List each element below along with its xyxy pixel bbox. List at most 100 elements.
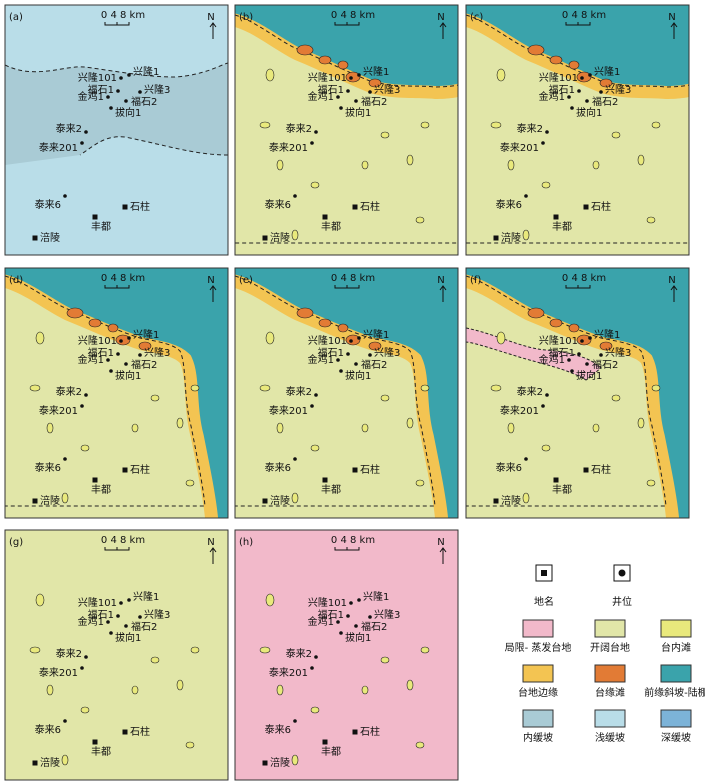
panel-map: [5, 530, 228, 780]
place-label: 兴隆101: [539, 334, 578, 347]
scale-label: 0 4 8 km: [562, 10, 606, 21]
well: [354, 624, 358, 628]
place-label: 金鸡1: [78, 90, 104, 103]
panel-map: [5, 268, 228, 518]
well: [314, 655, 318, 659]
legend-well: [618, 569, 626, 577]
place-label: 兴隆3: [374, 608, 400, 621]
shoal: [259, 646, 271, 654]
facies-boundary: [5, 62, 228, 156]
legend-swatch: [522, 709, 554, 728]
shoal: [259, 384, 271, 392]
legend-swatch: [660, 619, 692, 638]
well: [368, 615, 372, 619]
town: [352, 729, 358, 735]
place-label: 兴隆101: [308, 71, 347, 84]
place-label: 泰来201: [39, 404, 78, 417]
well: [80, 666, 84, 670]
north-arrow: [209, 285, 217, 302]
well: [84, 393, 88, 397]
town: [322, 214, 328, 220]
place-label: 拔向1: [345, 631, 371, 644]
panel-border: [4, 267, 229, 519]
place-label: 兴隆3: [144, 83, 170, 96]
legend-label: 开阔台地: [590, 641, 630, 654]
panel-label: (c): [470, 12, 483, 23]
shoal: [380, 131, 390, 139]
town: [262, 235, 268, 241]
shoal: [507, 422, 515, 434]
shoal: [337, 60, 349, 70]
legend-swatch: [522, 619, 554, 638]
shoal: [527, 44, 545, 56]
north-arrow: [439, 547, 447, 564]
shoal: [576, 334, 592, 346]
place-label: 泰来2: [286, 647, 312, 660]
well: [354, 99, 358, 103]
shoal: [490, 384, 502, 392]
well: [116, 614, 120, 618]
well: [138, 353, 142, 357]
place-label: 福石2: [131, 620, 157, 633]
shoal: [291, 229, 299, 241]
place-label: 丰都: [91, 745, 111, 758]
well: [314, 130, 318, 134]
scale-label: 0 4 8 km: [101, 535, 145, 546]
place-label: 泰来201: [39, 666, 78, 679]
shoal: [611, 394, 621, 402]
north-label: N: [437, 275, 444, 286]
place-label: 兴隆1: [133, 328, 159, 341]
shoal: [541, 444, 551, 452]
place-label: 福石2: [131, 95, 157, 108]
place-label: 兴隆1: [594, 328, 620, 341]
town: [493, 235, 499, 241]
legend-swatch: [660, 709, 692, 728]
well: [346, 352, 350, 356]
place-label: 涪陵: [270, 756, 290, 769]
place-label: 福石1: [318, 608, 344, 621]
place-label: 拔向1: [115, 369, 141, 382]
legend-town: [541, 570, 547, 576]
place-label: 金鸡1: [78, 615, 104, 628]
north-label: N: [437, 537, 444, 548]
well: [577, 89, 581, 93]
shoal: [345, 334, 361, 346]
shoal: [420, 646, 430, 654]
well: [109, 369, 113, 373]
town: [92, 477, 98, 483]
place-label: 涪陵: [40, 756, 60, 769]
panel-border: [234, 267, 459, 519]
legend-label: 局限- 蒸发台地: [505, 641, 572, 654]
place-label: 福石1: [549, 346, 575, 359]
shoal: [46, 422, 54, 434]
shoal: [568, 60, 580, 70]
place-label: 丰都: [552, 220, 572, 233]
shoal: [80, 444, 90, 452]
north-arrow: [670, 285, 678, 302]
panel-map: [235, 530, 458, 780]
place-label: 泰来2: [517, 122, 543, 135]
shoal: [345, 71, 361, 83]
shoal: [310, 181, 320, 189]
well: [339, 631, 343, 635]
legend-swatch: [594, 709, 626, 728]
place-label: 福石2: [592, 95, 618, 108]
well: [293, 719, 297, 723]
facies-area: [235, 288, 435, 518]
well: [119, 601, 123, 605]
well: [310, 666, 314, 670]
shoal: [291, 754, 299, 766]
panel-map: [466, 5, 689, 255]
well: [109, 106, 113, 110]
scale-bar: [104, 547, 130, 551]
well: [545, 393, 549, 397]
shoal: [276, 159, 284, 171]
place-label: 丰都: [91, 220, 111, 233]
town: [553, 214, 559, 220]
legend-swatch: [522, 664, 554, 683]
place-label: 泰来201: [39, 141, 78, 154]
shoal: [646, 479, 656, 487]
